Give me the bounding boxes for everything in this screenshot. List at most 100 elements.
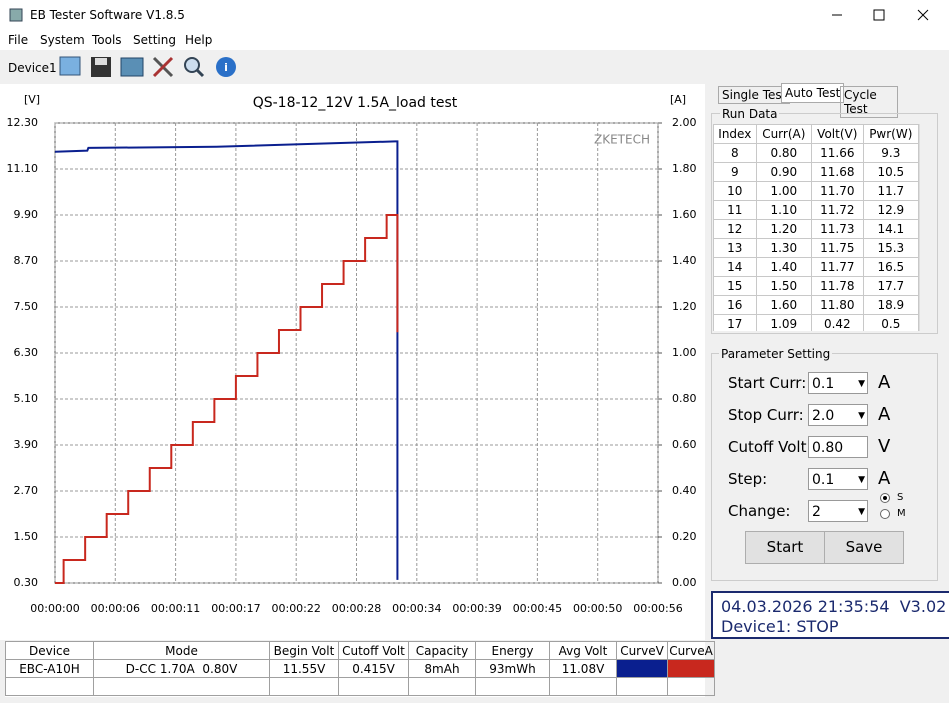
field-input[interactable]: 0.80: [808, 436, 868, 458]
window-controls[interactable]: [820, 0, 949, 30]
y2-tick-label: 1.20: [672, 300, 697, 313]
field-input[interactable]: 2.0 ▼: [808, 404, 868, 426]
cell: 11.66: [810, 143, 864, 163]
cell: 11.75: [810, 238, 864, 258]
data-row: 11 1.10 11.72 12.9: [713, 200, 919, 220]
cell: [549, 677, 617, 696]
cell: 11.80: [810, 295, 864, 315]
data-row: EBC-A10H D-CC 1.70A 0.80V 11.55V 0.415V 8mAh…: [5, 659, 715, 678]
radio-buttons[interactable]: [880, 492, 890, 522]
dropdown-arrow: ▼: [858, 379, 865, 389]
cell: [338, 677, 409, 696]
svg-text:i: i: [224, 61, 228, 74]
field-value: 2.0: [812, 408, 835, 424]
cell: EBC-A10H: [5, 659, 94, 678]
data-row: 10 1.00 11.70 11.7: [713, 181, 919, 201]
menu-item[interactable]: System: [40, 33, 85, 47]
cell: 8mAh: [408, 659, 476, 678]
radio-label: M: [897, 508, 906, 519]
cell: 10: [713, 181, 757, 201]
summary: Device Mode Begin Volt Cutoff Volt Capacity E…: [5, 641, 715, 697]
y2-axis-label: [A]: [670, 93, 686, 106]
y2-tick-label: 1.40: [672, 254, 697, 267]
cell: 11.78: [810, 276, 864, 296]
device-label: Device1: [8, 61, 57, 75]
cell: 0.90: [755, 162, 812, 182]
start-button[interactable]: Start: [745, 531, 825, 564]
toolbar[interactable]: i: [58, 54, 243, 80]
cell: 1.50: [755, 276, 812, 296]
y2-tick-label: 2.00: [672, 116, 697, 129]
tab[interactable]: Auto Test: [781, 83, 845, 103]
cell: 0.42: [810, 314, 864, 331]
y2-tick-label: 1.60: [672, 208, 697, 221]
x-tick-label: 00:00:28: [332, 602, 381, 615]
cell: 15.3: [862, 238, 919, 258]
tab[interactable]: Cycle Test: [840, 86, 898, 118]
y2-tick-label: 0.80: [672, 392, 697, 405]
data-row: 8 0.80 11.66 9.3: [713, 143, 919, 163]
menu-item[interactable]: Setting: [133, 33, 176, 47]
run-data: Index Curr(A) Volt(V) Pwr(W) 8 0.80 11.66 9.3 9 0…: [713, 124, 919, 331]
field-label: Change:: [728, 502, 791, 520]
cell: 12.9: [862, 200, 919, 220]
cell: 8: [713, 143, 757, 163]
menu-item[interactable]: Tools: [92, 33, 122, 47]
cell: 12: [713, 219, 757, 239]
field-input[interactable]: 0.1 ▼: [808, 372, 868, 394]
data-row: 9 0.90 11.68 10.5: [713, 162, 919, 182]
group-title: Run Data: [720, 107, 780, 121]
cell: 11.55V: [269, 659, 339, 678]
x-tick-label: 00:00:00: [30, 602, 79, 615]
dropdown-arrow: ▼: [858, 507, 865, 517]
y-tick-label: 1.50: [14, 530, 39, 543]
cell: 11: [713, 200, 757, 220]
tab[interactable]: Single Test: [718, 86, 791, 104]
y-tick-label: 9.90: [14, 208, 39, 221]
status-line: 04.03.2026 21:35:54 V3.02: [721, 597, 947, 616]
cell: D-CC 1.70A 0.80V: [93, 659, 270, 678]
column-header: Cutoff Volt: [338, 641, 409, 660]
cell: 1.20: [755, 219, 812, 239]
column-header: Volt(V): [810, 124, 864, 144]
menu-item[interactable]: Help: [185, 33, 213, 47]
radio-label: S: [897, 492, 904, 503]
series-line: [54, 140, 399, 580]
x-tick-label: 00:00:56: [633, 602, 682, 615]
field-input[interactable]: 2 ▼: [808, 500, 868, 522]
y2-tick-label: 0.20: [672, 530, 697, 543]
field-unit: A: [878, 372, 891, 393]
y-tick-label: 8.70: [14, 254, 39, 267]
cell: [5, 677, 94, 696]
y2-tick-label: 0.40: [672, 484, 697, 497]
cell: [616, 677, 668, 696]
cell: 1.09: [755, 314, 812, 331]
data-row: 17 1.09 0.42 0.5: [713, 314, 919, 331]
cell: 0.415V: [338, 659, 409, 678]
cell: 11.72: [810, 200, 864, 220]
y-tick-label: 0.30: [14, 576, 39, 589]
field-value: 0.1: [812, 376, 835, 392]
tab-strip: Single Test Auto Test Cycle Test: [718, 83, 898, 118]
cell: 14: [713, 257, 757, 277]
field-label: Start Curr:: [728, 374, 807, 392]
run-data-table: Index Curr(A) Volt(V) Pwr(W) 8 0.80 11.66 9.3 9 0…: [713, 124, 919, 331]
x-tick-label: 00:00:45: [513, 602, 562, 615]
column-header: Curr(A): [755, 124, 812, 144]
cell: 18.9: [862, 295, 919, 315]
field-unit: A: [878, 404, 891, 425]
x-tick-label: 00:00:06: [91, 602, 140, 615]
cell: 9: [713, 162, 757, 182]
menu-item[interactable]: File: [8, 33, 29, 47]
status-box: 04.03.2026 21:35:54 V3.02 Device1: STOP: [711, 591, 949, 639]
scrollbar[interactable]: [919, 124, 935, 331]
y-tick-label: 3.90: [14, 438, 39, 451]
summary-table: Device Mode Begin Volt Cutoff Volt Capacity E…: [5, 641, 715, 696]
cell: 14.1: [862, 219, 919, 239]
cell: 11.77: [810, 257, 864, 277]
save-button[interactable]: Save: [824, 531, 904, 564]
field-input[interactable]: 0.1 ▼: [808, 468, 868, 490]
y2-tick-label: 0.00: [672, 576, 697, 589]
cell: [269, 677, 339, 696]
